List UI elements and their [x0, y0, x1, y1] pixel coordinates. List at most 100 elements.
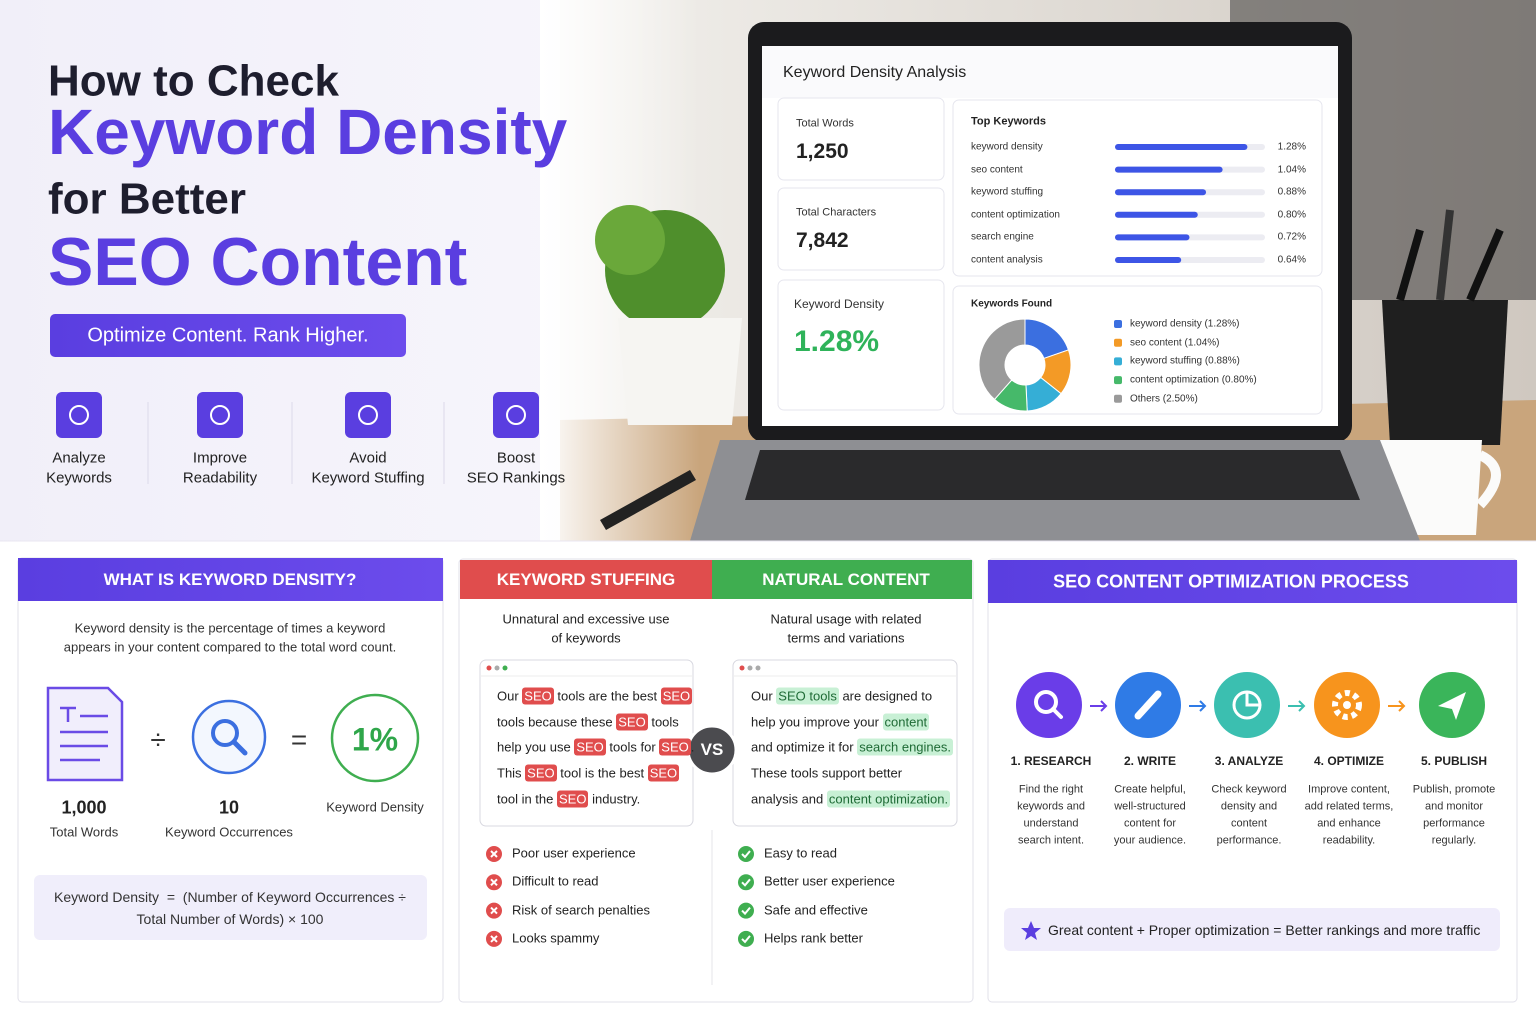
sample-text: tool in the	[497, 791, 557, 807]
step-glyph	[1034, 690, 1058, 714]
feature-glyph	[69, 405, 89, 425]
step-description: content for	[1124, 817, 1176, 830]
feature-label: Readability	[182, 469, 258, 487]
feature-glyph	[358, 405, 378, 425]
sample-line: and optimize it for search engines.	[751, 738, 953, 756]
feature-label: Improve	[192, 449, 248, 467]
formula-box	[34, 875, 427, 940]
legend-label: Others (2.50%)	[1130, 393, 1198, 405]
document-lines	[60, 706, 108, 762]
keyword-highlight: SEO	[522, 687, 554, 705]
feature-label: Analyze	[52, 449, 106, 467]
chart-title: Top Keywords	[971, 115, 1046, 128]
step-description: density and	[1220, 800, 1278, 813]
bar-category: search engine	[971, 231, 1034, 243]
column-subtitle: Unnatural and excessive use	[502, 611, 670, 627]
feature-icon	[197, 392, 243, 438]
term-label: Keyword Density	[326, 799, 424, 815]
search-glyph	[231, 739, 248, 756]
legend-swatch	[1114, 320, 1122, 328]
feature-label: Avoid	[349, 449, 387, 467]
pen-holder	[1382, 300, 1508, 445]
step-description: your audience.	[1113, 834, 1187, 847]
tagline: Optimize Content. Rank Higher.	[87, 324, 369, 347]
step-description: regularly.	[1431, 834, 1477, 847]
sample-line: tool in the SEO industry.	[497, 790, 640, 808]
bar	[1115, 189, 1207, 196]
sample-text: Our	[497, 688, 523, 704]
bar-value-label: 0.64%	[1277, 254, 1306, 266]
hero-heading: for Better	[48, 174, 247, 224]
sample-line: analysis and content optimization.	[751, 790, 951, 808]
stat-value: 7,842	[796, 228, 849, 252]
feature-icon	[345, 392, 391, 438]
panel-title: WHAT IS KEYWORD DENSITY?	[103, 570, 357, 590]
step-arrow	[1189, 700, 1207, 712]
pen	[1466, 228, 1504, 302]
point-icon	[738, 874, 754, 891]
step-glyph	[1438, 692, 1466, 720]
legend-label: keyword density (1.28%)	[1130, 318, 1240, 330]
step-description: Publish, promote	[1412, 783, 1496, 796]
point-glyph	[741, 850, 751, 859]
footer-text: Great content + Proper optimization = Be…	[1048, 921, 1481, 938]
sample-line: help you use SEO tools for SEO.	[497, 738, 695, 756]
chart-title: Keywords Found	[971, 298, 1053, 310]
step-glyph	[1134, 690, 1162, 720]
step-description: keywords and	[1017, 800, 1085, 813]
feature-icon	[493, 392, 539, 438]
point-text: Helps rank better	[764, 930, 863, 946]
point-icon	[738, 902, 754, 919]
feature-label: Boost	[496, 449, 536, 467]
panel-header	[18, 558, 443, 601]
step-description: understand	[1023, 817, 1079, 830]
window-dot	[494, 665, 500, 671]
point-text: Risk of search penalties	[512, 902, 651, 918]
bar	[1115, 166, 1223, 173]
point-glyph	[741, 935, 751, 944]
search-icon	[191, 699, 267, 775]
keyword-highlight: SEO tools	[776, 687, 839, 705]
footer-box	[1004, 908, 1500, 951]
bar-category: keyword density	[971, 141, 1043, 153]
window-dot	[739, 665, 745, 671]
stat-card	[777, 279, 945, 411]
bar-value-label: 0.80%	[1277, 209, 1306, 221]
sample-text: and optimize it for	[751, 739, 858, 755]
keyword-highlight: SEO	[659, 738, 691, 756]
bar-value-label: 1.28%	[1277, 141, 1306, 153]
step-description: Check keyword	[1211, 783, 1287, 796]
result-circle	[330, 693, 420, 783]
sample-line: Our SEO tools are the best SEO	[497, 687, 693, 705]
step-title: 3. ANALYZE	[1214, 754, 1284, 769]
keyword-highlight: SEO	[660, 687, 693, 705]
keyword-highlight: SEO	[574, 738, 606, 756]
step-title: 5. PUBLISH	[1420, 754, 1488, 769]
bar	[1115, 257, 1182, 263]
sample-text: tools	[647, 714, 679, 730]
point-icon	[738, 846, 754, 862]
bar	[1115, 211, 1198, 218]
stat-label: Total Words	[796, 117, 854, 130]
hero-heading: Keyword Density	[48, 96, 568, 169]
legend-swatch	[1114, 357, 1122, 366]
plant	[595, 205, 665, 275]
step-description: performance	[1423, 817, 1485, 830]
step-description: readability.	[1322, 834, 1376, 847]
sample-text: .	[690, 739, 695, 755]
keyword-highlight: SEO	[616, 713, 648, 731]
column-subtitle: Natural usage with related	[770, 611, 922, 627]
keyword-highlight: search engines.	[857, 738, 953, 756]
feature-label: Keyword Stuffing	[311, 469, 425, 487]
point-glyph	[490, 878, 498, 887]
sample-text: help you improve your	[751, 714, 883, 730]
panel-header	[712, 560, 972, 599]
vs-label: VS	[700, 740, 724, 760]
description: appears in your content compared to the …	[63, 639, 397, 655]
step-arrow	[1090, 700, 1108, 712]
point-text: Safe and effective	[764, 902, 868, 918]
sample-text: Our	[751, 688, 777, 704]
step-glyph	[1332, 690, 1362, 720]
